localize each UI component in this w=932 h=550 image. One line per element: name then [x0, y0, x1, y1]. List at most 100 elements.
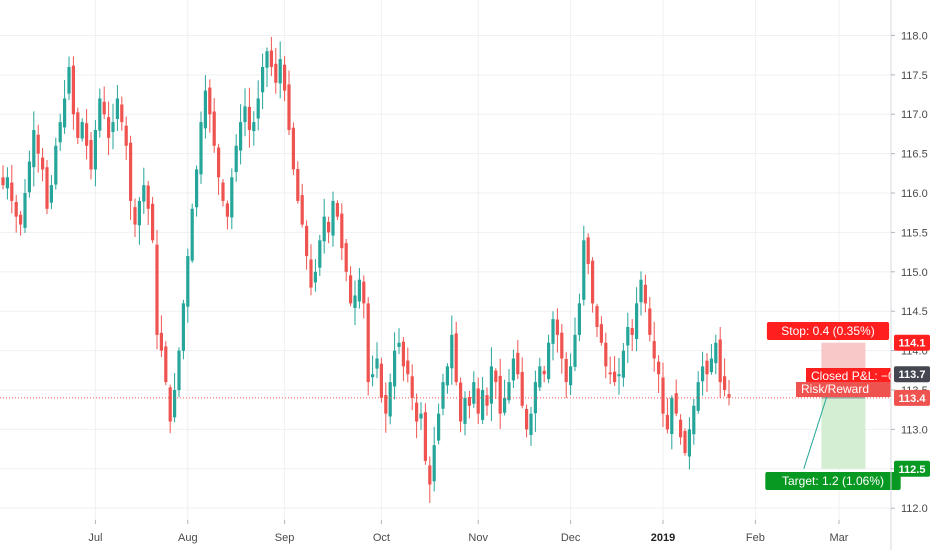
candle[interactable]: [278, 41, 282, 99]
candle[interactable]: [225, 200, 229, 230]
candle[interactable]: [63, 80, 67, 134]
candle[interactable]: [621, 343, 625, 387]
candle[interactable]: [256, 80, 260, 131]
candle[interactable]: [692, 398, 696, 445]
candle[interactable]: [639, 271, 643, 316]
candle[interactable]: [542, 365, 546, 383]
candle[interactable]: [463, 391, 467, 436]
candle[interactable]: [230, 168, 234, 230]
candle[interactable]: [617, 358, 621, 395]
candle[interactable]: [247, 87, 251, 148]
candle[interactable]: [604, 332, 608, 379]
candle[interactable]: [181, 299, 185, 360]
candle[interactable]: [335, 200, 339, 221]
candle[interactable]: [208, 79, 212, 133]
candle[interactable]: [555, 308, 559, 353]
candle[interactable]: [344, 238, 348, 282]
candle[interactable]: [98, 88, 102, 138]
candle[interactable]: [54, 137, 58, 190]
candle[interactable]: [494, 368, 498, 400]
candle[interactable]: [401, 337, 405, 382]
candle[interactable]: [481, 376, 485, 424]
candle[interactable]: [608, 356, 612, 385]
candle[interactable]: [71, 56, 75, 130]
candle[interactable]: [533, 370, 537, 432]
candle[interactable]: [322, 198, 326, 254]
candle[interactable]: [41, 147, 45, 182]
candle[interactable]: [287, 70, 291, 136]
candle[interactable]: [665, 398, 669, 434]
candle[interactable]: [410, 364, 414, 411]
candle[interactable]: [472, 371, 476, 408]
candle[interactable]: [274, 47, 278, 94]
candle[interactable]: [252, 111, 256, 146]
candle[interactable]: [560, 324, 564, 374]
candle[interactable]: [261, 53, 265, 110]
time-axis[interactable]: Jul Aug Sep Oct Nov Dec 2019 Feb Mar: [88, 520, 849, 544]
candle[interactable]: [36, 124, 40, 173]
candle[interactable]: [349, 266, 353, 307]
candle[interactable]: [269, 36, 273, 77]
candle[interactable]: [58, 113, 62, 151]
candle[interactable]: [705, 353, 709, 392]
candle[interactable]: [80, 118, 84, 142]
candle[interactable]: [723, 358, 727, 397]
candle[interactable]: [428, 456, 432, 503]
candle[interactable]: [124, 116, 128, 161]
candle[interactable]: [1, 165, 5, 190]
candle[interactable]: [626, 312, 630, 363]
candle[interactable]: [582, 225, 586, 306]
candle[interactable]: [599, 316, 603, 346]
candle[interactable]: [137, 196, 141, 245]
candle[interactable]: [454, 321, 458, 386]
candle[interactable]: [27, 150, 31, 198]
candle[interactable]: [564, 352, 568, 399]
candle[interactable]: [164, 341, 168, 386]
candle[interactable]: [243, 88, 247, 137]
candle[interactable]: [701, 351, 705, 396]
candle[interactable]: [485, 387, 489, 416]
candle[interactable]: [111, 103, 115, 150]
candle[interactable]: [23, 179, 27, 233]
candle[interactable]: [283, 55, 287, 102]
candle[interactable]: [146, 181, 150, 225]
candle[interactable]: [714, 334, 718, 375]
candle[interactable]: [107, 101, 111, 156]
candle[interactable]: [406, 347, 410, 383]
candle[interactable]: [432, 426, 436, 492]
candle[interactable]: [573, 317, 577, 372]
candle[interactable]: [168, 384, 172, 434]
candle[interactable]: [670, 395, 674, 450]
candle[interactable]: [718, 327, 722, 398]
candle[interactable]: [357, 268, 361, 309]
candle[interactable]: [76, 107, 80, 145]
candle[interactable]: [296, 161, 300, 204]
candle[interactable]: [397, 328, 401, 355]
candle[interactable]: [159, 315, 163, 357]
candle[interactable]: [93, 120, 97, 187]
candle[interactable]: [516, 340, 520, 380]
candle[interactable]: [679, 414, 683, 445]
candle[interactable]: [683, 428, 687, 456]
candle[interactable]: [591, 257, 595, 313]
candle[interactable]: [221, 178, 225, 207]
candle[interactable]: [212, 98, 216, 153]
candle[interactable]: [569, 353, 573, 396]
candle[interactable]: [661, 362, 665, 427]
candle[interactable]: [49, 175, 53, 210]
candle[interactable]: [265, 47, 269, 87]
candle[interactable]: [507, 369, 511, 404]
candle[interactable]: [309, 244, 313, 296]
candle[interactable]: [476, 377, 480, 424]
candle[interactable]: [89, 132, 93, 180]
candle[interactable]: [652, 321, 656, 372]
candle[interactable]: [547, 334, 551, 384]
candle[interactable]: [630, 319, 634, 351]
candle[interactable]: [696, 371, 700, 414]
candle[interactable]: [577, 293, 581, 342]
candle[interactable]: [155, 230, 159, 350]
candle[interactable]: [291, 122, 295, 176]
candle[interactable]: [450, 315, 454, 385]
